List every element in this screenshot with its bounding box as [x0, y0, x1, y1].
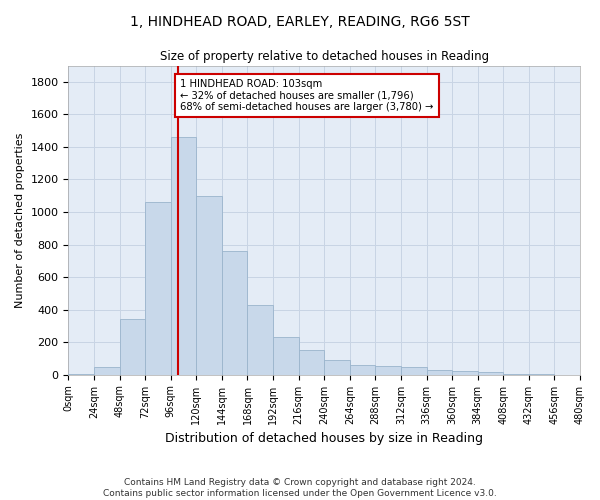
Bar [401, 366, 427, 374]
Bar [324, 360, 350, 374]
Title: Size of property relative to detached houses in Reading: Size of property relative to detached ho… [160, 50, 489, 63]
Bar [427, 370, 452, 374]
Bar [350, 365, 376, 374]
Bar [222, 251, 247, 374]
Bar [119, 320, 145, 374]
Bar [247, 304, 273, 374]
Text: Contains HM Land Registry data © Crown copyright and database right 2024.
Contai: Contains HM Land Registry data © Crown c… [103, 478, 497, 498]
Bar [196, 196, 222, 374]
Bar [478, 372, 503, 374]
Bar [299, 350, 324, 374]
Bar [273, 338, 299, 374]
Bar [171, 137, 196, 374]
Bar [145, 202, 171, 374]
Bar [376, 366, 401, 374]
Text: 1, HINDHEAD ROAD, EARLEY, READING, RG6 5ST: 1, HINDHEAD ROAD, EARLEY, READING, RG6 5… [130, 15, 470, 29]
Y-axis label: Number of detached properties: Number of detached properties [15, 132, 25, 308]
Bar [452, 372, 478, 374]
X-axis label: Distribution of detached houses by size in Reading: Distribution of detached houses by size … [165, 432, 483, 445]
Text: 1 HINDHEAD ROAD: 103sqm
← 32% of detached houses are smaller (1,796)
68% of semi: 1 HINDHEAD ROAD: 103sqm ← 32% of detache… [181, 78, 434, 112]
Bar [94, 366, 119, 374]
